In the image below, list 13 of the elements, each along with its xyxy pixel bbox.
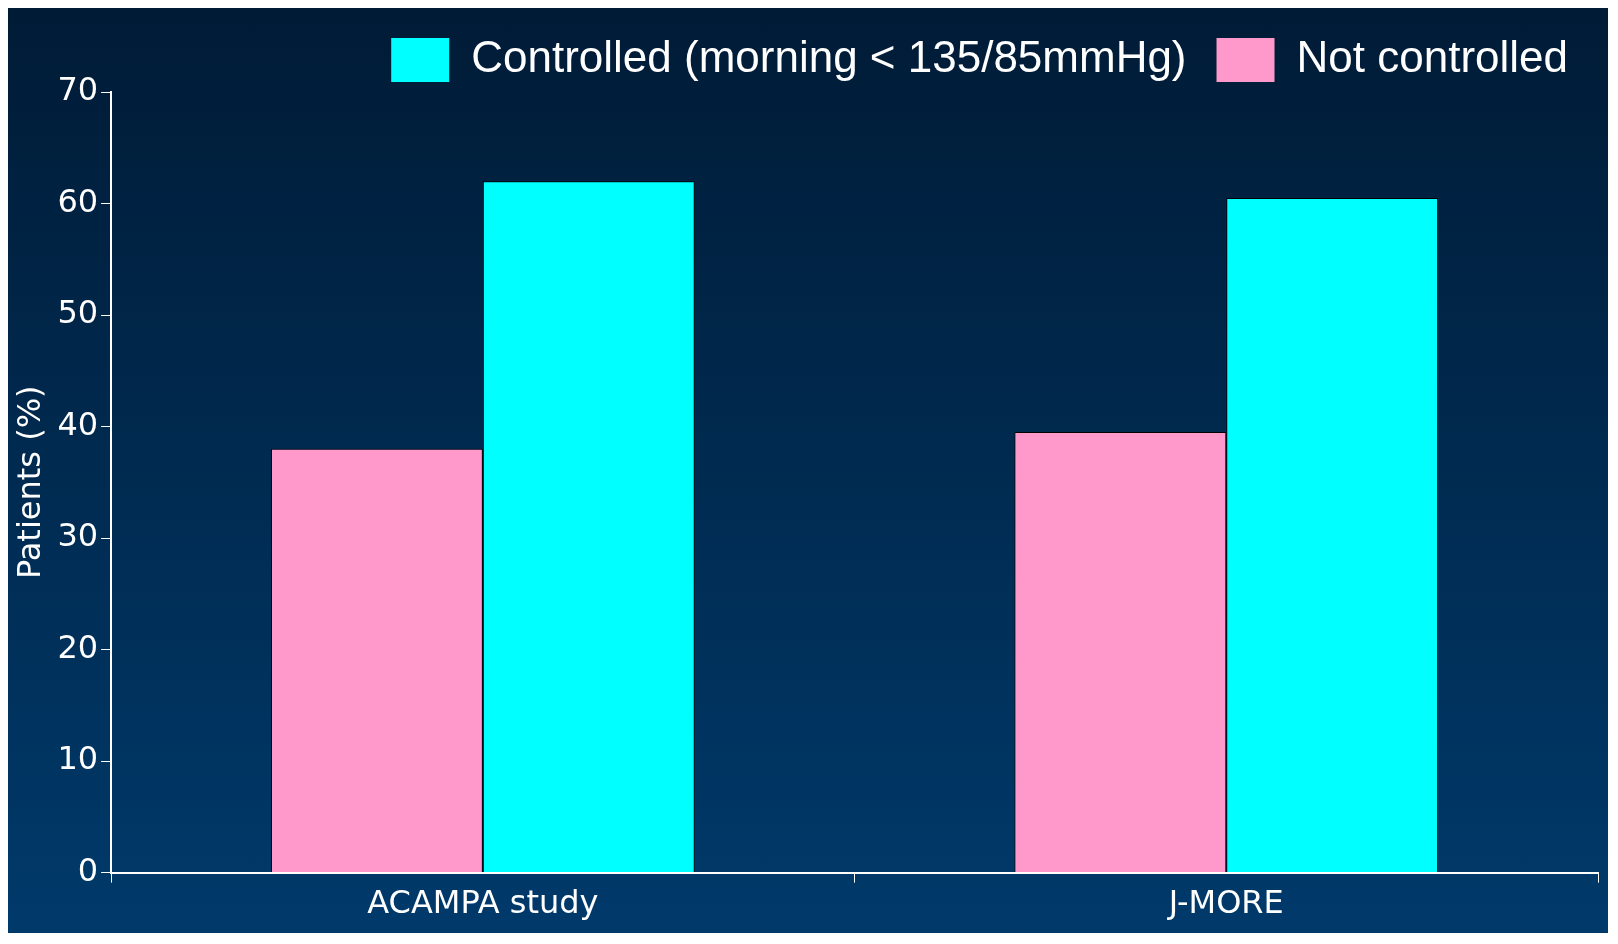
x-tick-label: J-MORE bbox=[1166, 883, 1284, 922]
legend-label: Not controlled bbox=[1296, 32, 1569, 82]
y-tick-label: 20 bbox=[57, 627, 99, 666]
y-tick-label: 10 bbox=[57, 739, 99, 778]
x-tick-label: ACAMPA study bbox=[367, 883, 599, 922]
y-tick-label: 50 bbox=[57, 293, 99, 332]
y-tick-label: 0 bbox=[77, 850, 99, 889]
y-tick-label: 60 bbox=[57, 181, 99, 220]
legend-label: Controlled (morning < 135/85mmHg) bbox=[471, 32, 1187, 82]
y-tick-label: 40 bbox=[57, 404, 99, 443]
y-axis-title: Patients (%) bbox=[9, 385, 48, 580]
y-tick-label: 70 bbox=[57, 70, 99, 109]
y-tick-label: 30 bbox=[57, 516, 99, 555]
